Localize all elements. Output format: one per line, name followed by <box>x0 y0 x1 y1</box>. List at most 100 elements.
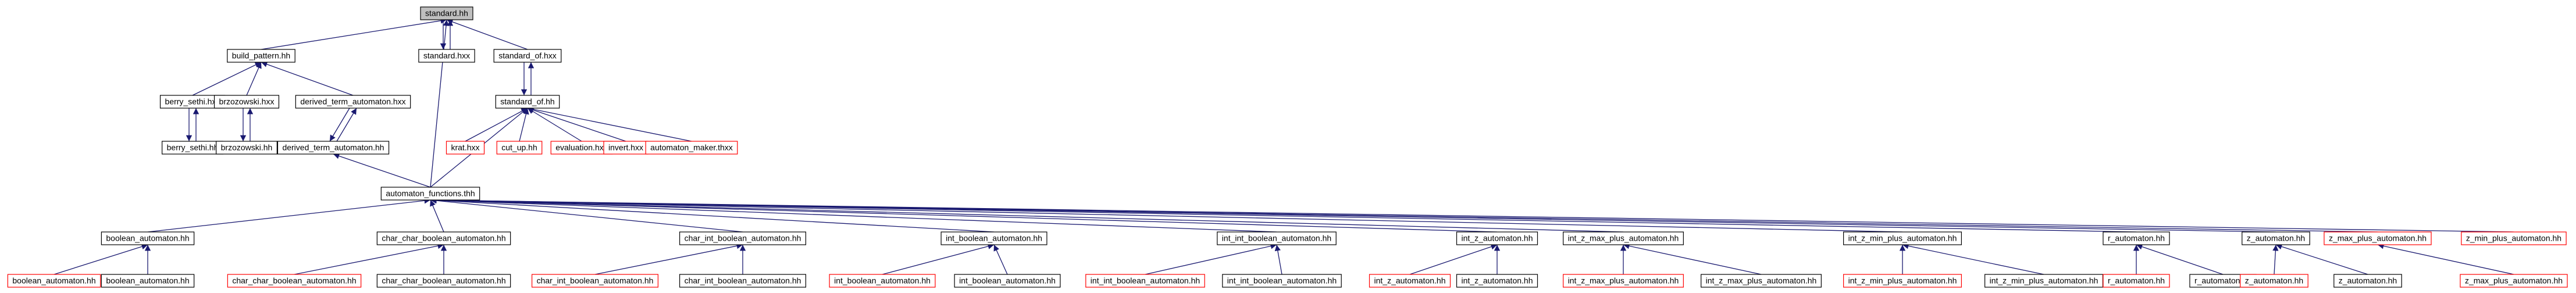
node-box <box>1843 231 1962 245</box>
node-label: standard.hxx <box>423 51 470 60</box>
node-box <box>495 95 560 109</box>
node-label: int_boolean_automaton.hh <box>834 276 931 285</box>
node-box <box>2461 231 2567 245</box>
node-label: int_int_boolean_automaton.hh <box>1222 234 1331 243</box>
node-label: derived_term_automaton.hh <box>282 143 384 152</box>
node-box <box>954 274 1061 288</box>
node-label: char_char_boolean_automaton.hh <box>232 276 356 285</box>
node-label: int_z_automaton.hh <box>1462 276 1533 285</box>
edge <box>430 197 995 233</box>
edge <box>430 196 2514 233</box>
node-label: standard.hh <box>425 9 468 18</box>
edge <box>192 62 262 96</box>
node-label: boolean_automaton.hh <box>106 276 189 285</box>
edge <box>882 243 995 275</box>
node-box <box>2333 274 2402 288</box>
node-label: invert.hxx <box>608 143 643 152</box>
node-box <box>418 49 475 63</box>
edge <box>430 199 444 233</box>
edge <box>246 62 262 96</box>
node-label: standard_of.hh <box>500 97 554 106</box>
node-label: boolean_automaton.hh <box>12 276 95 285</box>
node-label: cut_up.hh <box>501 143 537 152</box>
node-box <box>380 187 480 201</box>
edge <box>147 198 431 233</box>
node-label: int_z_max_plus_automaton.hh <box>1706 276 1817 285</box>
node-box <box>940 231 1047 245</box>
edges <box>54 17 2514 275</box>
node-label: char_int_boolean_automaton.hh <box>685 276 801 285</box>
edge <box>430 197 1498 233</box>
node-box <box>227 274 362 288</box>
node-label: r_automaton.hh <box>2194 276 2251 285</box>
node-box <box>679 231 807 245</box>
node-box <box>679 274 807 288</box>
node-label: int_z_max_plus_automaton.hh <box>1568 234 1679 243</box>
edge <box>527 108 582 142</box>
edge <box>1145 243 1277 275</box>
edge <box>594 242 743 275</box>
node-label: int_z_automaton.hh <box>1374 276 1446 285</box>
node-label: z_max_plus_automaton.hh <box>2329 234 2427 243</box>
edge <box>1902 243 2044 275</box>
node-label: int_z_automaton.hh <box>1462 234 1533 243</box>
node-label: berry_sethi.hxx <box>165 97 220 106</box>
edge <box>1274 244 1282 275</box>
node-label: z_automaton.hh <box>2245 276 2303 285</box>
edge <box>336 108 357 142</box>
node-box <box>1369 274 1451 288</box>
edge <box>527 107 626 142</box>
edge <box>465 108 528 142</box>
node-label: char_char_boolean_automaton.hh <box>382 234 505 243</box>
node-box <box>645 141 738 155</box>
node-label: char_int_boolean_automaton.hh <box>537 276 654 285</box>
node-label: build_pattern.hh <box>232 51 290 60</box>
edge <box>329 108 350 142</box>
edge <box>430 197 1277 233</box>
node-label: z_automaton.hh <box>2339 276 2397 285</box>
edge <box>527 106 692 142</box>
edge <box>446 19 528 50</box>
node-label: standard_of.hxx <box>498 51 557 60</box>
node-box <box>829 274 936 288</box>
node-box <box>493 49 562 63</box>
edge <box>430 19 450 188</box>
edge <box>294 242 444 275</box>
edge <box>993 244 1008 275</box>
edge <box>519 108 529 142</box>
node-box <box>2324 231 2432 245</box>
node-box <box>1222 274 1342 288</box>
node-box <box>376 274 511 288</box>
node-box <box>101 274 195 288</box>
node-box <box>2242 231 2310 245</box>
node-box <box>213 95 280 109</box>
edge <box>2136 244 2224 275</box>
node-box <box>496 141 543 155</box>
node-label: derived_term_automaton.hxx <box>300 97 405 106</box>
node-box <box>2240 274 2308 288</box>
edge <box>2272 244 2279 275</box>
node-box <box>531 274 659 288</box>
node-box <box>7 274 101 288</box>
node-label: automaton_functions.thh <box>386 189 475 198</box>
node-label: int_int_boolean_automaton.hh <box>1227 276 1337 285</box>
node-label: int_int_boolean_automaton.hh <box>1091 276 1200 285</box>
node-label: berry_sethi.hh <box>167 143 219 152</box>
edge <box>54 244 148 275</box>
node-label: int_boolean_automaton.hh <box>946 234 1042 243</box>
node-box <box>277 141 390 155</box>
node-box <box>2103 231 2170 245</box>
edge <box>333 153 431 188</box>
node-label: z_automaton.hh <box>2247 234 2305 243</box>
node-box <box>295 95 411 109</box>
node-label: brzozowski.hh <box>221 143 273 152</box>
node-box <box>446 141 485 155</box>
node-box <box>2103 274 2170 288</box>
node-box <box>1456 231 1538 245</box>
edge <box>1623 243 1762 275</box>
node-label: int_z_min_plus_automaton.hh <box>1990 276 2098 285</box>
node-box <box>1563 274 1684 288</box>
edge <box>430 197 743 233</box>
node-box <box>216 141 277 155</box>
